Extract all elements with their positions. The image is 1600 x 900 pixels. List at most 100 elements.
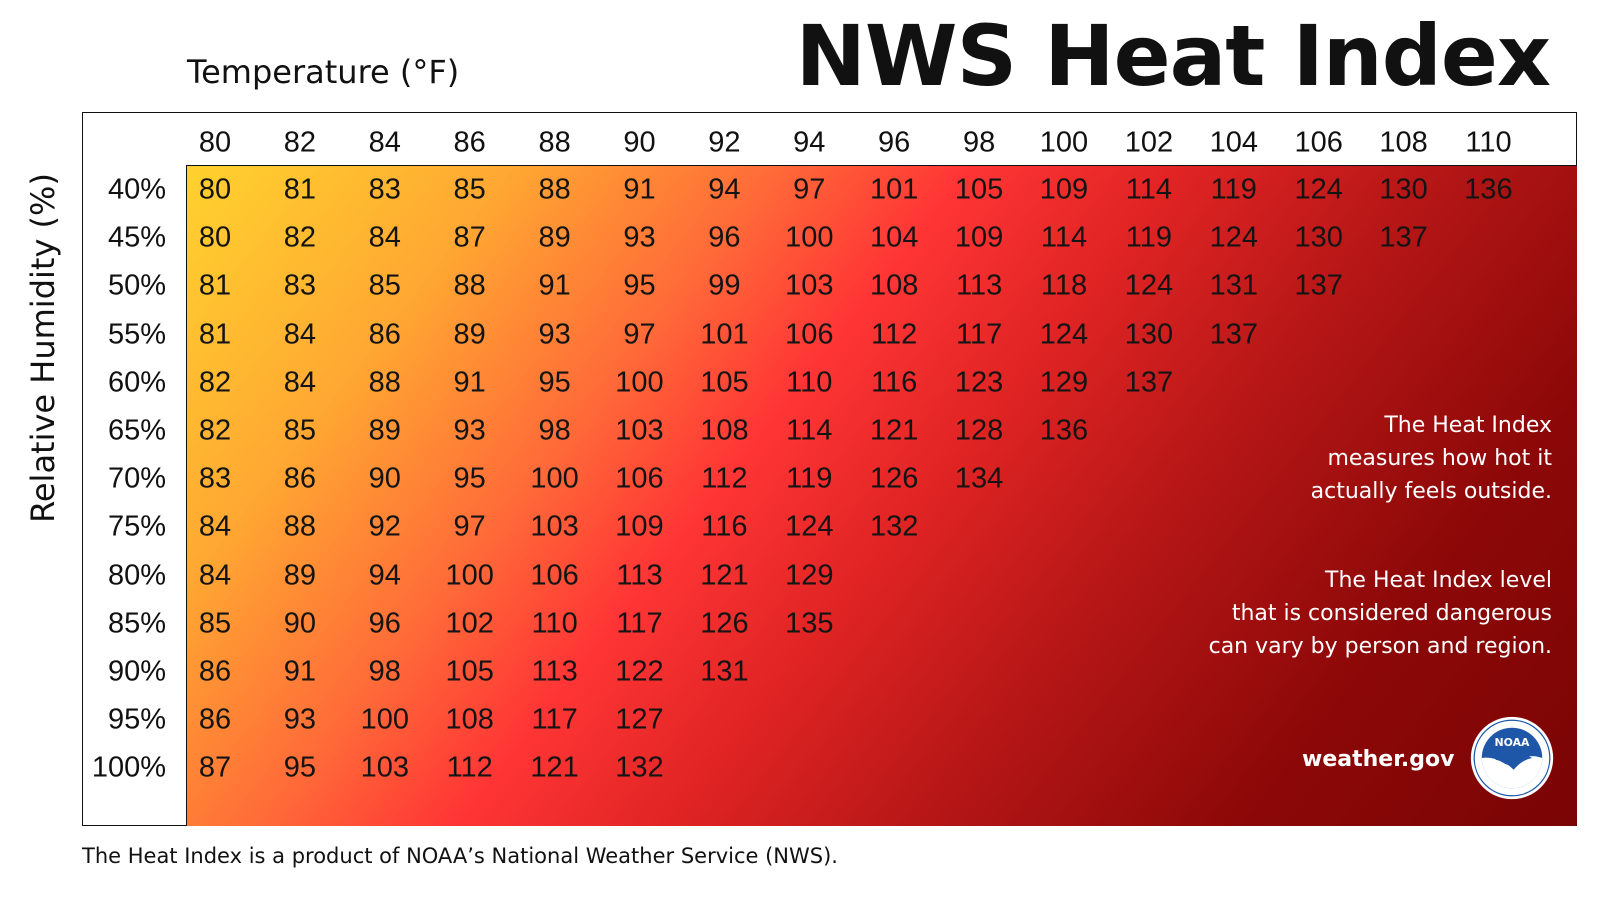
heat-index-cell: 86 bbox=[283, 462, 317, 495]
heat-index-cell: 86 bbox=[198, 655, 232, 688]
heat-index-cell: 112 bbox=[871, 318, 918, 351]
heat-index-cell: 137 bbox=[1379, 221, 1428, 254]
heat-index-cell: 95 bbox=[623, 269, 656, 302]
heat-index-cell: 86 bbox=[368, 318, 401, 351]
heat-index-cell: 100 bbox=[360, 703, 409, 736]
heat-index-cell: 121 bbox=[700, 559, 749, 592]
heat-index-cell: 93 bbox=[283, 703, 317, 736]
footnote: The Heat Index is a product of NOAA’s Na… bbox=[82, 844, 838, 868]
heat-index-cell: 136 bbox=[1464, 173, 1513, 206]
heat-index-cell: 81 bbox=[283, 173, 317, 206]
heat-index-cell: 100 bbox=[530, 462, 579, 495]
heat-index-cell: 88 bbox=[538, 173, 571, 206]
heat-index-cell: 100 bbox=[615, 366, 664, 399]
heat-index-cell: 86 bbox=[198, 703, 232, 736]
weather-gov-link[interactable]: weather.gov bbox=[1302, 747, 1455, 772]
page-title: NWS Heat Index bbox=[795, 7, 1551, 105]
heat-index-cell: 98 bbox=[368, 655, 401, 688]
heat-index-cell: 84 bbox=[368, 221, 401, 254]
heat-index-cell: 124 bbox=[1209, 221, 1258, 254]
heat-index-cell: 113 bbox=[955, 269, 1003, 302]
heat-index-cell: 126 bbox=[700, 607, 749, 640]
note-line: can vary by person and region. bbox=[1208, 634, 1552, 659]
heat-index-cell: 93 bbox=[623, 221, 656, 254]
heat-index-cell: 84 bbox=[198, 559, 232, 592]
heat-index-cell: 95 bbox=[283, 751, 317, 784]
heat-index-cell: 109 bbox=[615, 510, 664, 543]
humidity-tick: 70% bbox=[107, 462, 166, 495]
heat-index-cell: 122 bbox=[615, 655, 664, 688]
heat-index-cell: 137 bbox=[1209, 318, 1258, 351]
heat-index-cell: 82 bbox=[198, 366, 232, 399]
heat-index-cell: 83 bbox=[198, 462, 232, 495]
heat-index-cell: 114 bbox=[1040, 221, 1088, 254]
heat-index-cell: 97 bbox=[623, 318, 656, 351]
heat-index-cell: 93 bbox=[453, 414, 486, 447]
temperature-tick: 110 bbox=[1465, 126, 1512, 159]
heat-index-cell: 130 bbox=[1294, 221, 1343, 254]
heat-index-cell: 81 bbox=[198, 269, 232, 302]
heat-index-cell: 119 bbox=[1210, 173, 1257, 206]
heat-index-cell: 124 bbox=[1039, 318, 1089, 351]
heat-index-cell: 109 bbox=[1039, 173, 1089, 206]
heat-index-cell: 91 bbox=[453, 366, 486, 399]
heat-index-cell: 114 bbox=[786, 414, 833, 447]
heat-index-cell: 83 bbox=[283, 269, 317, 302]
heat-index-cell: 136 bbox=[1039, 414, 1089, 447]
heat-index-cell: 80 bbox=[198, 221, 232, 254]
heat-index-cell: 84 bbox=[283, 318, 317, 351]
heat-index-cell: 127 bbox=[615, 703, 664, 736]
heat-index-cell: 85 bbox=[368, 269, 401, 302]
heat-index-cell: 89 bbox=[453, 318, 486, 351]
heat-index-cell: 137 bbox=[1294, 269, 1343, 302]
heat-index-cell: 108 bbox=[869, 269, 919, 302]
heat-index-cell: 85 bbox=[198, 607, 232, 640]
temperature-tick: 108 bbox=[1379, 126, 1428, 159]
heat-index-cell: 114 bbox=[1125, 173, 1173, 206]
heat-index-cell: 94 bbox=[708, 173, 741, 206]
heat-index-cell: 121 bbox=[869, 414, 919, 447]
note-line: The Heat Index level bbox=[1325, 568, 1552, 593]
x-axis-label: Temperature (°F) bbox=[187, 53, 460, 91]
note-line: measures how hot it bbox=[1327, 446, 1552, 471]
heat-index-cell: 96 bbox=[368, 607, 401, 640]
heat-index-cell: 95 bbox=[453, 462, 486, 495]
heat-index-cell: 93 bbox=[538, 318, 571, 351]
humidity-tick: 90% bbox=[107, 655, 166, 688]
temperature-tick: 84 bbox=[368, 126, 401, 159]
heat-index-cell: 128 bbox=[954, 414, 1004, 447]
heat-index-cell: 119 bbox=[1125, 221, 1173, 254]
heat-index-cell: 88 bbox=[283, 510, 317, 543]
heat-index-cell: 97 bbox=[793, 173, 826, 206]
heat-index-cell: 90 bbox=[283, 607, 317, 640]
note-line: The Heat Index bbox=[1384, 413, 1552, 438]
heat-index-cell: 131 bbox=[700, 655, 749, 688]
heat-index-cell: 105 bbox=[700, 366, 749, 399]
humidity-tick: 60% bbox=[107, 366, 166, 399]
note-measure: The Heat Index measures how hot it actua… bbox=[1132, 409, 1552, 508]
humidity-tick: 55% bbox=[107, 318, 166, 351]
heat-index-cell: 126 bbox=[869, 462, 919, 495]
humidity-tick: 65% bbox=[107, 414, 166, 447]
humidity-tick: 80% bbox=[107, 559, 166, 592]
heat-index-cell: 130 bbox=[1124, 318, 1174, 351]
humidity-tick: 95% bbox=[107, 703, 166, 736]
temperature-tick: 96 bbox=[878, 126, 911, 159]
temperature-tick: 90 bbox=[623, 126, 656, 159]
heat-index-cell: 106 bbox=[530, 559, 579, 592]
temperature-tick: 98 bbox=[962, 126, 996, 159]
heat-index-cell: 92 bbox=[368, 510, 401, 543]
heat-index-cell: 104 bbox=[869, 221, 919, 254]
heat-index-cell: 103 bbox=[785, 269, 834, 302]
heat-index-cell: 116 bbox=[701, 510, 748, 543]
heat-index-cell: 116 bbox=[871, 366, 918, 399]
heat-index-cell: 131 bbox=[1209, 269, 1258, 302]
heat-index-cell: 124 bbox=[1294, 173, 1343, 206]
heat-index-cell: 91 bbox=[283, 655, 317, 688]
heat-index-cell: 108 bbox=[700, 414, 749, 447]
heat-index-cell: 82 bbox=[283, 221, 317, 254]
heat-index-cell: 98 bbox=[538, 414, 571, 447]
heat-index-cell: 89 bbox=[368, 414, 401, 447]
heat-index-cell: 91 bbox=[538, 269, 571, 302]
heat-index-cell: 117 bbox=[616, 607, 663, 640]
